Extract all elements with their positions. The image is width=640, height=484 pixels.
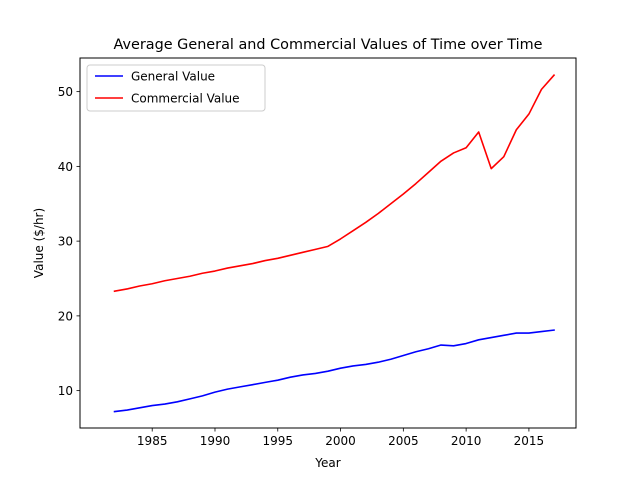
series-line-commercial-value bbox=[113, 74, 556, 293]
y-tick-label: 40 bbox=[58, 160, 73, 174]
legend-label-commercial: Commercial Value bbox=[131, 92, 240, 106]
legend-box bbox=[86, 64, 266, 112]
x-tick-label: 2010 bbox=[451, 434, 482, 448]
y-tick-label: 50 bbox=[58, 85, 73, 99]
chart-title: Average General and Commercial Values of… bbox=[114, 37, 543, 53]
y-tick-label: 20 bbox=[58, 309, 73, 323]
x-tick-label: 2000 bbox=[325, 434, 356, 448]
y-tick-label: 30 bbox=[58, 235, 73, 249]
x-axis-ticks: 1985 1990 1995 2000 2005 2010 2015 bbox=[137, 428, 544, 448]
x-tick-label: 2005 bbox=[388, 434, 419, 448]
series-line-general-value bbox=[113, 329, 555, 413]
x-tick-label: 2015 bbox=[514, 434, 545, 448]
y-axis-ticks: 10 20 30 40 50 bbox=[58, 85, 80, 398]
legend: General Value Commercial Value bbox=[86, 64, 266, 112]
plot-area: 1985 1990 1995 2000 2005 2010 2015 10 20 30 40 50 bbox=[58, 57, 577, 448]
x-axis-label: Year bbox=[314, 456, 340, 470]
axes-frame bbox=[79, 57, 577, 429]
series-lines bbox=[113, 74, 556, 413]
y-tick-label: 10 bbox=[58, 384, 73, 398]
x-tick-label: 1990 bbox=[200, 434, 231, 448]
x-tick-label: 1995 bbox=[262, 434, 293, 448]
y-axis-label: Value ($/hr) bbox=[32, 208, 46, 278]
x-tick-label: 1985 bbox=[137, 434, 168, 448]
legend-label-general: General Value bbox=[131, 70, 215, 84]
